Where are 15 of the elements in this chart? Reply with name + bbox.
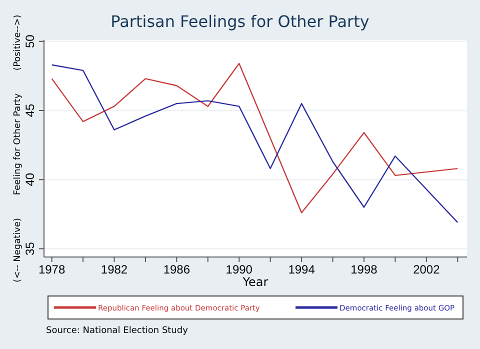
y-axis-title: (<-- Negative) Feeling for Other Party (Positive-->) xyxy=(13,14,23,282)
x-tick-label: 1994 xyxy=(288,262,316,277)
x-tick-label: 1982 xyxy=(100,262,128,277)
y-tick-label: 35 xyxy=(23,242,37,256)
x-tick-label: 1990 xyxy=(226,262,253,277)
x-tick-label: 1986 xyxy=(163,262,190,277)
x-tick-label: 1978 xyxy=(38,262,66,277)
source-note: Source: National Election Study xyxy=(46,326,189,336)
x-tick-label: 1998 xyxy=(350,262,378,277)
chart-title: Partisan Feelings for Other Party xyxy=(110,12,370,31)
y-tick-label: 50 xyxy=(23,34,37,48)
y-tick-label: 45 xyxy=(23,103,37,118)
y-tick-label: 40 xyxy=(23,172,37,186)
x-axis-title: Year xyxy=(242,275,268,289)
x-tick-label: 2002 xyxy=(413,262,440,277)
